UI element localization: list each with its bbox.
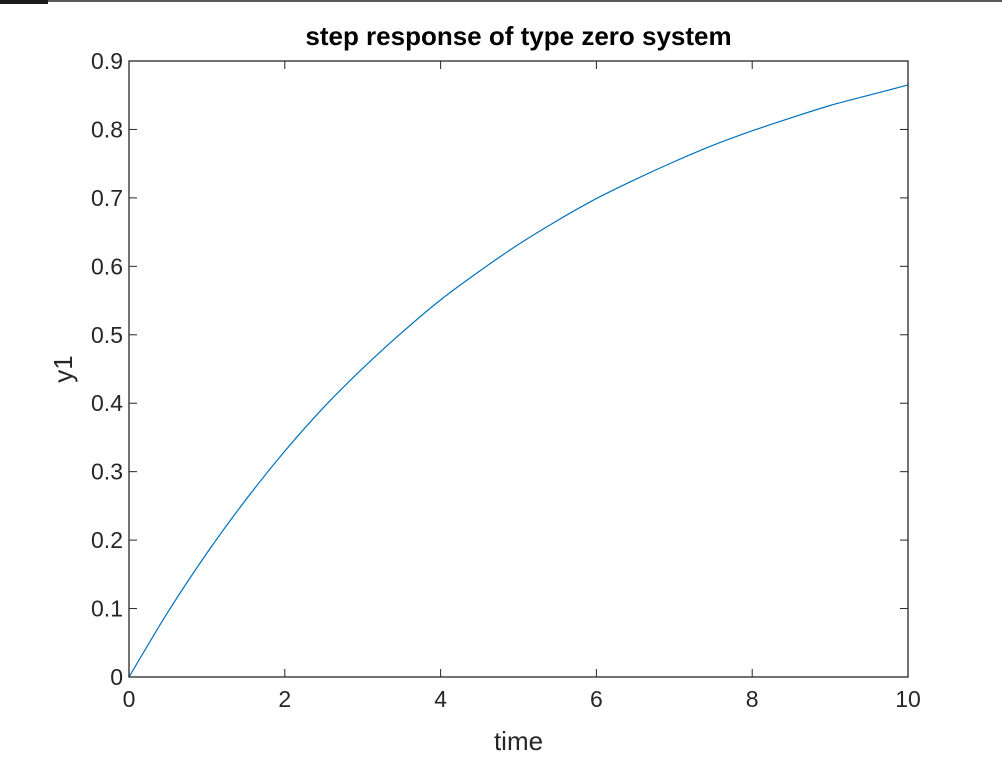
series-layer <box>128 84 909 678</box>
x-tick-label: 6 <box>590 686 603 712</box>
y-tick-label: 0.1 <box>91 596 123 622</box>
chart-title: step response of type zero system <box>305 21 731 51</box>
x-tick-label: 0 <box>123 686 136 712</box>
x-axis-title: time <box>494 726 543 756</box>
y-axis-title: y1 <box>48 355 78 382</box>
y-tick-label: 0.3 <box>91 459 123 485</box>
y-tick-label: 0.6 <box>91 253 123 279</box>
y-tick-label: 0.4 <box>91 390 123 416</box>
y-tick-label: 0.8 <box>91 116 123 142</box>
series-line <box>128 84 909 678</box>
plot-area <box>129 61 908 677</box>
x-tick-label: 2 <box>278 686 291 712</box>
x-tick-label: 8 <box>746 686 759 712</box>
window-top-strip <box>0 0 1002 5</box>
y-tick-label: 0 <box>110 664 123 690</box>
y-tick-label: 0.2 <box>91 527 123 553</box>
x-tick-label: 10 <box>895 686 921 712</box>
window-top-border <box>48 0 1002 2</box>
window-corner <box>0 0 48 4</box>
plot-frame <box>128 60 909 678</box>
y-tick-label: 0.5 <box>91 322 123 348</box>
y-tick-label: 0.7 <box>91 185 123 211</box>
x-tick-label: 4 <box>434 686 447 712</box>
y-tick-label: 0.9 <box>91 48 123 74</box>
tick-labels-layer: 0 2 4 6 8 10 0 0.1 0.2 0.3 0.4 0.5 0.6 0.7 0.8 0.9 <box>91 48 921 712</box>
